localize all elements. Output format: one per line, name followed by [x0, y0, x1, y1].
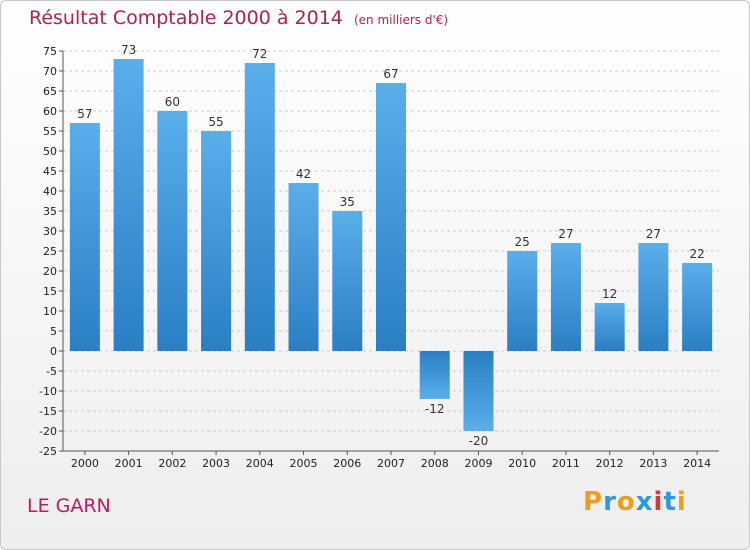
x-tick-label: 2013: [639, 457, 667, 470]
place-name: LE GARN: [27, 495, 111, 517]
bar-2004: [244, 63, 275, 351]
logo-letter: r: [603, 487, 617, 517]
data-label-2014: 22: [689, 247, 704, 261]
bar-2010: [507, 251, 538, 351]
x-tick-label: 2002: [158, 457, 186, 470]
chart-title-main: Résultat Comptable 2000 à 2014: [29, 7, 343, 29]
data-labels: 57 73 60 55 72 42 35 67 -12 -20 25 27 12 27 22: [77, 43, 705, 448]
y-tick-label: -20: [39, 425, 57, 438]
bar-2001: [113, 59, 144, 351]
y-tick-label: 70: [43, 65, 57, 78]
bar-2009: [463, 351, 494, 431]
bar-2008: [419, 351, 450, 399]
logo-letter: t: [663, 487, 677, 517]
x-tick-label: 2004: [246, 457, 274, 470]
y-tick-label: 55: [43, 125, 57, 138]
x-tick-label: 2007: [377, 457, 405, 470]
y-tick-label: -25: [39, 445, 57, 458]
bar-2012: [594, 303, 625, 351]
logo-letter: P: [583, 487, 604, 517]
x-tick-label: 2000: [71, 457, 99, 470]
y-tick-label: 35: [43, 205, 57, 218]
bar-2006: [332, 211, 363, 351]
x-tick-label: 2003: [202, 457, 230, 470]
bar-2007: [376, 83, 406, 351]
data-label-2001: 73: [121, 43, 136, 57]
y-tick-label: 10: [43, 305, 57, 318]
x-tick-label: 2010: [508, 457, 536, 470]
bar-2003: [201, 131, 232, 351]
y-tick-label: 65: [43, 85, 57, 98]
data-label-2010: 25: [515, 235, 530, 249]
x-tick-label: 2005: [290, 457, 318, 470]
data-label-2002: 60: [165, 95, 180, 109]
y-tick-label: -5: [46, 365, 57, 378]
data-label-2000: 57: [77, 107, 92, 121]
y-tick-label: 25: [43, 245, 57, 258]
data-label-2013: 27: [646, 227, 661, 241]
y-tick-label: 30: [43, 225, 57, 238]
chart-title: Résultat Comptable 2000 à 2014 (en milli…: [29, 7, 448, 29]
bar-2011: [550, 243, 581, 351]
x-tick-label: 2001: [115, 457, 143, 470]
bar-2013: [638, 243, 669, 351]
y-tick-label: 60: [43, 105, 57, 118]
x-tick-label: 2012: [596, 457, 624, 470]
bar-2002: [157, 111, 188, 351]
chart-title-unit: (en milliers d'€): [353, 13, 449, 27]
y-tick-label: 20: [43, 265, 57, 278]
x-tick-label: 2014: [683, 457, 711, 470]
axes: -25 -20 -15 -10 -5 0 5 10 15 20 25 30 35 40 45 50 55 60 65…: [39, 45, 719, 470]
data-label-2003: 55: [208, 115, 223, 129]
y-tick-label: 0: [50, 345, 57, 358]
x-tick-label: 2008: [421, 457, 449, 470]
x-tick-label: 2011: [552, 457, 580, 470]
x-tick-label: 2006: [333, 457, 361, 470]
logo-letter: x: [635, 487, 654, 517]
y-tick-label: 5: [50, 325, 57, 338]
data-label-2012: 12: [602, 287, 617, 301]
x-tick-label: 2009: [464, 457, 492, 470]
y-tick-label: 15: [43, 285, 57, 298]
data-label-2011: 27: [558, 227, 573, 241]
data-label-2008: -12: [425, 402, 445, 416]
data-label-2009: -20: [469, 434, 489, 448]
bars: [69, 59, 713, 431]
data-label-2007: 67: [383, 67, 398, 81]
y-tick-label: 75: [43, 45, 57, 58]
proxiti-logo[interactable]: Proxiti: [583, 487, 687, 517]
logo-letter: i: [676, 487, 687, 517]
bar-2000: [69, 123, 100, 351]
bar-2005: [288, 183, 319, 351]
y-tick-label: -10: [39, 385, 57, 398]
logo-letter: i: [653, 487, 664, 517]
y-tick-label: 50: [43, 145, 57, 158]
y-tick-label: -15: [39, 405, 57, 418]
y-tick-label: 40: [43, 185, 57, 198]
data-label-2006: 35: [340, 195, 355, 209]
bar-2014: [682, 263, 713, 351]
y-tick-label: 45: [43, 165, 57, 178]
data-label-2004: 72: [252, 47, 267, 61]
data-label-2005: 42: [296, 167, 311, 181]
logo-letter: o: [616, 487, 636, 517]
